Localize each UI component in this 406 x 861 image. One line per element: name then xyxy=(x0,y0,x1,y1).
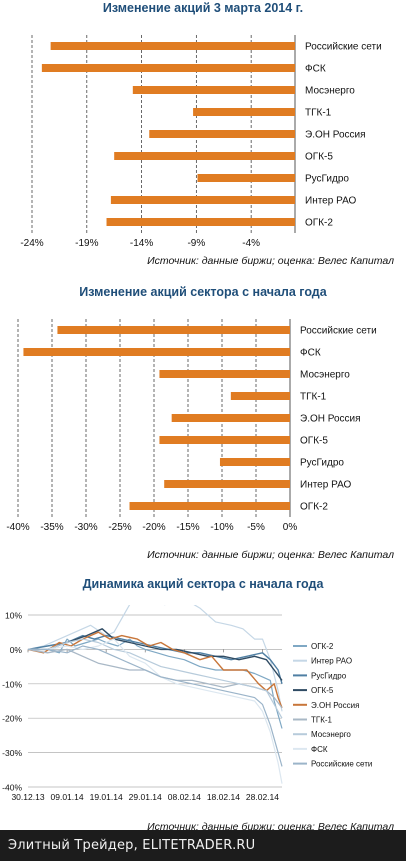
legend-label: Интер РАО xyxy=(311,657,352,666)
category-label: Мосэнерго xyxy=(300,370,350,381)
category-label: РусГидро xyxy=(305,174,349,185)
category-label: ТГК-1 xyxy=(300,392,327,403)
bar xyxy=(149,130,295,138)
x-tick-label: 28.02.14 xyxy=(246,792,279,802)
category-label: ФСК xyxy=(300,348,321,359)
category-label: ОГК-2 xyxy=(305,218,333,229)
bar xyxy=(57,326,290,334)
category-label: ОГК-5 xyxy=(305,152,333,163)
bar xyxy=(129,502,290,510)
series-line xyxy=(28,638,283,719)
category-label: Интер РАО xyxy=(300,480,352,491)
series-line xyxy=(27,605,283,712)
series-line xyxy=(28,645,283,767)
x-tick-label: -14% xyxy=(130,238,153,249)
legend-label: ОГК-5 xyxy=(311,686,334,695)
category-label: Э.ОН Россия xyxy=(300,414,361,425)
x-tick-label: 29.01.14 xyxy=(129,792,162,802)
bar xyxy=(197,174,295,182)
bar xyxy=(41,64,295,72)
category-label: Российские сети xyxy=(300,326,377,337)
category-label: ТГК-1 xyxy=(305,108,332,119)
x-tick-label: -40% xyxy=(6,522,29,533)
chart2-source: Источник: данные биржи; оценка: Велес Ка… xyxy=(147,549,394,561)
x-tick-label: -24% xyxy=(20,238,43,249)
category-label: Мосэнерго xyxy=(305,86,355,97)
y-tick-label: -10% xyxy=(2,679,22,689)
x-tick-label: -25% xyxy=(108,522,131,533)
bar xyxy=(110,196,296,204)
series-line xyxy=(28,638,283,729)
y-tick-label: 0% xyxy=(10,645,23,655)
bar xyxy=(230,392,290,400)
category-label: РусГидро xyxy=(300,458,344,469)
bar xyxy=(159,436,290,444)
x-tick-label: -35% xyxy=(40,522,63,533)
x-tick-label: 30.12.13 xyxy=(11,792,44,802)
site-footer: Элитный Трейдер, ELITETRADER.RU xyxy=(0,830,406,861)
bar xyxy=(114,152,295,160)
x-tick-label: 19.01.14 xyxy=(90,792,123,802)
category-label: Российские сети xyxy=(305,42,382,53)
x-tick-label: -20% xyxy=(142,522,165,533)
y-tick-label: -30% xyxy=(2,748,22,758)
x-tick-label: 0% xyxy=(283,522,298,533)
category-label: ОГК-5 xyxy=(300,436,328,447)
x-tick-label: -10% xyxy=(210,522,233,533)
y-tick-label: -20% xyxy=(2,714,22,724)
legend-label: ТГК-1 xyxy=(311,716,333,725)
x-tick-label: -5% xyxy=(247,522,265,533)
chart3-title: Динамика акций сектора с начала года xyxy=(82,577,324,591)
bar xyxy=(159,370,290,378)
bar xyxy=(23,348,290,356)
x-tick-label: 18.02.14 xyxy=(207,792,240,802)
legend-label: РусГидро xyxy=(311,671,347,680)
legend-label: ОГК-2 xyxy=(311,642,334,651)
category-label: Э.ОН Россия xyxy=(305,130,366,141)
bar xyxy=(164,480,290,488)
x-tick-label: -4% xyxy=(242,238,260,249)
legend-label: Российские сети xyxy=(311,760,372,769)
chart1-bar-chart: -24% -19% -14% -9% -4% Российские сети ФСК Мосэ… xyxy=(20,35,382,249)
y-tick-label: 10% xyxy=(5,611,22,621)
x-tick-label: 09.01.14 xyxy=(51,792,84,802)
legend-label: Э.ОН Россия xyxy=(311,701,359,710)
legend-label: ФСК xyxy=(311,745,328,754)
bar xyxy=(219,458,290,466)
bar xyxy=(50,42,295,50)
bar xyxy=(132,86,295,94)
legend-label: Мосэнерго xyxy=(311,730,351,739)
chart2-title: Изменение акций сектора с начала года xyxy=(79,285,327,299)
category-label: Интер РАО xyxy=(305,196,357,207)
series-line xyxy=(28,628,283,681)
chart1-title: Изменение акций 3 марта 2014 г. xyxy=(102,1,304,15)
chart3-line-chart: 10% 0% -10% -20% -30% -40%30.12.13 09.01.14 19.… xyxy=(2,605,372,802)
category-label: ФСК xyxy=(305,64,326,75)
chart2-bar-chart: -40% -35% -30% -25% -20% -15% -10% -5% 0% Российс… xyxy=(6,319,377,533)
chart1-source: Источник: данные биржи; оценка: Велес Ка… xyxy=(147,255,394,267)
y-tick-label: -40% xyxy=(2,783,22,793)
series-line xyxy=(27,631,283,709)
bar xyxy=(171,414,290,422)
x-tick-label: -9% xyxy=(187,238,205,249)
category-label: ОГК-2 xyxy=(300,502,328,513)
x-tick-label: -30% xyxy=(74,522,97,533)
x-tick-label: -15% xyxy=(176,522,199,533)
x-tick-label: 08.02.14 xyxy=(168,792,201,802)
bar xyxy=(193,108,295,116)
series-line xyxy=(28,638,283,784)
bar xyxy=(106,218,296,226)
x-tick-label: -19% xyxy=(75,238,98,249)
